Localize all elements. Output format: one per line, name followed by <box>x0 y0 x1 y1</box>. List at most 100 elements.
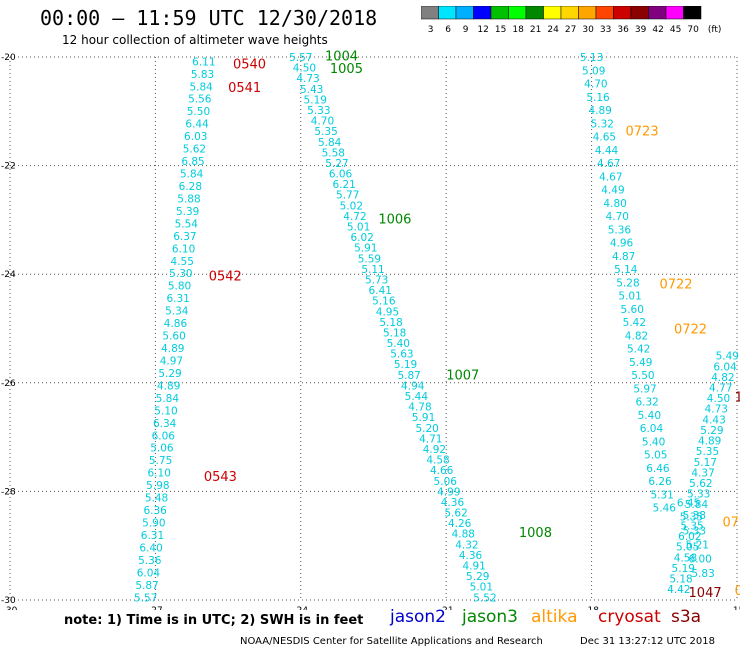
track-c: 5.135.094.705.164.895.324.654.444.674.67… <box>580 52 676 515</box>
swh-value: 4.89 <box>698 436 721 448</box>
swh-value: 4.80 <box>603 198 626 210</box>
swh-value: 5.84 <box>189 81 213 93</box>
swh-value: 5.11 <box>361 264 384 276</box>
swh-value: 6.40 <box>139 542 162 554</box>
swh-value: 5.42 <box>627 344 650 356</box>
swh-value: 5.34 <box>165 306 189 318</box>
swh-value: 5.16 <box>586 92 610 104</box>
y-tick-label: -30 <box>1 596 16 606</box>
swh-value: 4.50 <box>707 393 730 405</box>
x-tick-label: -27 <box>148 606 163 610</box>
swh-value: 5.10 <box>154 405 177 417</box>
swh-value: 5.05 <box>644 450 667 462</box>
swh-value: 4.96 <box>610 238 634 250</box>
colorbar-label: 24 <box>547 25 559 35</box>
swh-value: 5.49 <box>629 357 652 369</box>
swh-value: 5.06 <box>150 443 174 455</box>
swh-value: 6.46 <box>646 463 670 475</box>
swh-value: 6.11 <box>192 56 215 68</box>
legend-jason3: jason3 <box>462 607 518 627</box>
swh-value: 5.60 <box>621 304 644 316</box>
swh-value: 5.84 <box>685 499 709 511</box>
swh-value: 5.18 <box>379 317 402 329</box>
pass-time-label: 0 <box>735 584 740 599</box>
swh-value: 6.10 <box>148 468 171 480</box>
pass-time-label: 1005 <box>330 62 363 77</box>
swh-value: 4.66 <box>430 465 454 477</box>
swh-value: 4.82 <box>711 372 734 384</box>
swh-value: 5.16 <box>372 296 396 308</box>
x-tick-label: -30 <box>3 606 18 610</box>
swh-value: 6.04 <box>640 423 664 435</box>
swh-value: 6.28 <box>179 181 202 193</box>
swh-value: 5.56 <box>188 94 212 106</box>
swh-value: 5.87 <box>397 370 420 382</box>
chart-title: 00:00 – 11:59 UTC 12/30/2018 <box>40 6 378 30</box>
swh-value: 5.84 <box>180 169 204 181</box>
swh-value: 4.82 <box>625 330 648 342</box>
swh-value: 5.29 <box>466 571 489 583</box>
swh-value: 5.32 <box>591 118 614 130</box>
swh-value: 4.97 <box>160 355 183 367</box>
swh-value: 5.01 <box>618 291 641 303</box>
swh-value: 6.85 <box>181 156 204 168</box>
pass-time-label: 0722 <box>674 323 707 338</box>
swh-value: 5.77 <box>336 190 359 202</box>
swh-value: 6.03 <box>184 131 207 143</box>
swh-value: 5.20 <box>415 423 438 435</box>
colorbar-label: 12 <box>477 25 488 35</box>
pass-time-label: 1004 <box>325 49 358 64</box>
swh-value: 5.60 <box>162 331 185 343</box>
swh-value: 4.65 <box>593 132 616 144</box>
swh-value: 4.92 <box>423 444 446 456</box>
swh-value: 4.37 <box>691 467 714 479</box>
chart-subtitle: 12 hour collection of altimeter wave hei… <box>62 33 328 47</box>
colorbar-label: (ft) <box>708 25 722 35</box>
swh-value: 5.43 <box>300 84 323 96</box>
colorbar-label: 70 <box>687 25 699 35</box>
swh-value: 5.84 <box>156 393 180 405</box>
swh-value: 6.26 <box>648 476 672 488</box>
swh-value: 5.27 <box>325 158 348 170</box>
credit-text: NOAA/NESDIS Center for Satellite Applica… <box>240 636 543 647</box>
swh-value: 6.31 <box>166 293 189 305</box>
swh-value: 5.38 <box>683 510 706 522</box>
swh-value: 5.50 <box>631 370 654 382</box>
swh-value: 5.57 <box>289 52 312 64</box>
swh-value: 5.59 <box>358 253 381 265</box>
x-tick-label: -18 <box>584 606 599 610</box>
swh-value: 5.80 <box>168 281 191 293</box>
pass-time-label: 0540 <box>233 58 266 73</box>
swh-value: 5.40 <box>387 338 410 350</box>
swh-value: 4.70 <box>606 211 629 223</box>
colorbar-label: 45 <box>670 25 681 35</box>
altimeter-plot: -30 -27 -24 -21 -18 -15 -20 -22 -24 -26 -28 -30 6.11… <box>1 49 740 610</box>
swh-value: 4.42 <box>667 584 690 596</box>
colorbar-label: 21 <box>530 25 541 35</box>
swh-value: 5.90 <box>142 518 165 530</box>
swh-value: 5.36 <box>608 224 632 236</box>
swh-value: 4.95 <box>376 306 399 318</box>
swh-value: 5.63 <box>390 349 413 361</box>
swh-value: 5.35 <box>680 520 703 532</box>
swh-value: 6.32 <box>635 397 658 409</box>
pass-time-label: 0723 <box>626 124 659 139</box>
swh-value: 5.44 <box>405 391 429 403</box>
color-scale-legend: 3 6 9 12 15 18 21 24 27 30 33 36 39 42 45 70 (ft) <box>421 6 722 35</box>
swh-value: 5.42 <box>623 317 646 329</box>
swh-value: 5.73 <box>365 274 388 286</box>
pass-time-label: 0542 <box>209 269 242 284</box>
legend-altika: altika <box>531 607 578 627</box>
swh-value: 6.41 <box>369 285 392 297</box>
swh-value: 5.01 <box>470 582 493 594</box>
swh-value: 6.02 <box>350 232 373 244</box>
swh-value: 6.00 <box>688 554 711 566</box>
swh-value: 6.06 <box>152 430 176 442</box>
swh-value: 6.04 <box>713 361 737 373</box>
swh-value: 4.77 <box>709 382 732 394</box>
swh-value: 5.21 <box>686 540 709 552</box>
track-d: 5.496.044.824.774.504.734.435.294.895.35… <box>667 351 739 596</box>
swh-value: 4.36 <box>459 550 483 562</box>
swh-value: 5.87 <box>135 580 158 592</box>
swh-value: 5.30 <box>169 268 192 280</box>
